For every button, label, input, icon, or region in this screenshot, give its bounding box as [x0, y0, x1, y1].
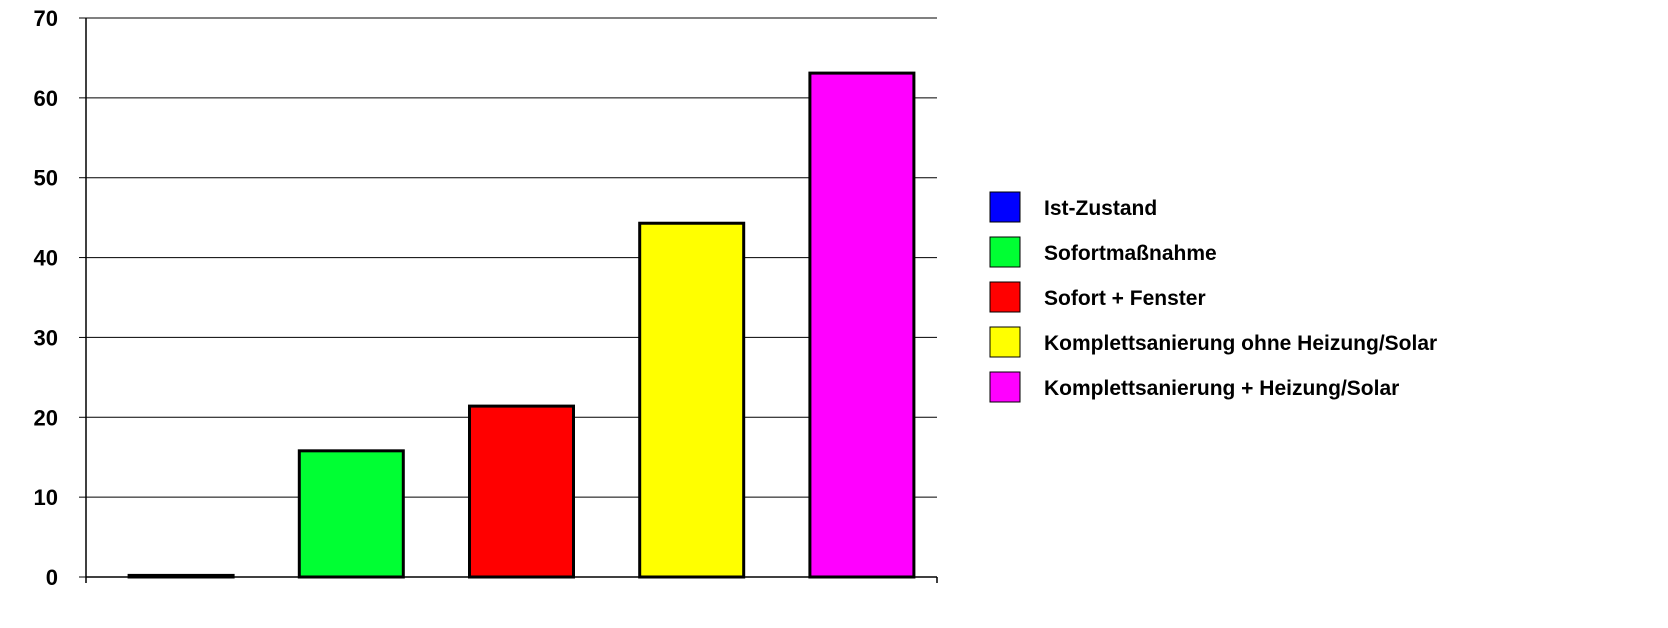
- legend-swatch-2: [989, 236, 1021, 268]
- y-tick-label-20: 20: [34, 405, 58, 430]
- y-tick-label-70: 70: [34, 6, 58, 31]
- y-tick-label-60: 60: [34, 86, 58, 111]
- legend-swatch-3: [989, 281, 1021, 313]
- y-tick-label-50: 50: [34, 166, 58, 191]
- legend-swatch-1: [989, 191, 1021, 223]
- y-tick-label-40: 40: [34, 246, 58, 271]
- legend-label-4: Komplettsanierung ohne Heizung/Solar: [1044, 332, 1437, 355]
- axes: 0 10 20 30 40 50 60 70: [34, 6, 938, 590]
- legend-swatch-4: [989, 326, 1021, 358]
- y-tick-label-30: 30: [34, 325, 58, 350]
- legend-label-1: Ist-Zustand: [1044, 197, 1157, 220]
- gridlines: [86, 17, 937, 498]
- legend-swatch-5: [989, 371, 1021, 403]
- bar-3: [468, 404, 575, 579]
- bar-5: [808, 71, 916, 579]
- bar-2: [297, 449, 405, 579]
- legend: Ist-Zustand Sofortmaßnahme Sofort + Fenste…: [989, 191, 1437, 403]
- legend-label-2: Sofortmaßnahme: [1044, 242, 1217, 265]
- y-tick-label-10: 10: [34, 485, 58, 510]
- bars: [127, 71, 916, 579]
- bar-4: [638, 221, 746, 579]
- legend-label-3: Sofort + Fenster: [1044, 287, 1206, 310]
- legend-label-5: Komplettsanierung + Heizung/Solar: [1044, 377, 1399, 400]
- y-tick-label-0: 0: [46, 565, 58, 590]
